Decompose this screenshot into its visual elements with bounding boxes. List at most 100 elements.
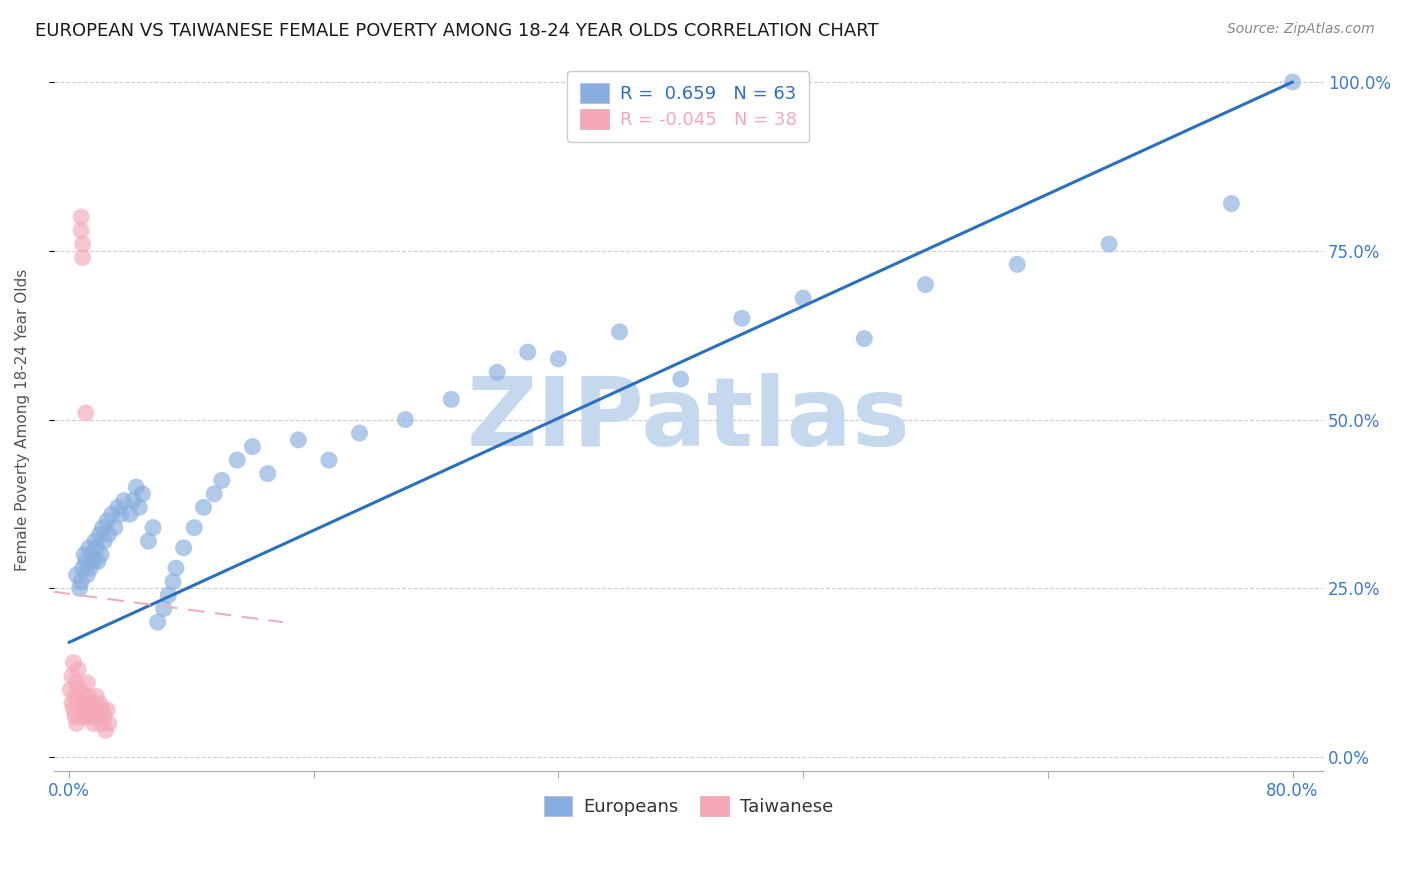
Point [226,453,249,467]
Point [89,527,111,541]
Point [69,582,91,596]
Point [394,412,416,426]
Point [60,669,83,683]
Point [77,690,100,704]
Point [146,615,169,629]
Point [256,467,278,481]
Point [125,480,148,494]
Point [79,561,101,575]
Point [112,493,135,508]
Point [165,561,187,575]
Point [90,716,112,731]
Point [87,709,110,723]
Point [287,433,309,447]
Point [349,426,371,441]
Point [75,406,97,420]
Point [93,534,115,549]
Point [79,709,101,723]
Point [96,703,118,717]
Point [63,709,86,723]
Point [93,709,115,723]
Point [80,696,103,710]
Point [1281,75,1303,89]
Point [173,541,195,555]
Point [516,345,538,359]
Point [62,703,84,717]
Point [67,696,90,710]
Point [59,682,82,697]
Point [72,237,94,252]
Point [76,696,98,710]
Point [853,332,876,346]
Point [609,325,631,339]
Y-axis label: Female Poverty Among 18-24 Year Olds: Female Poverty Among 18-24 Year Olds [15,268,30,571]
Point [72,561,94,575]
Point [73,548,96,562]
Point [70,223,93,237]
Point [73,703,96,717]
Point [486,365,509,379]
Point [100,507,122,521]
Point [75,554,97,568]
Point [1098,237,1121,252]
Point [73,690,96,704]
Point [1220,196,1243,211]
Point [65,716,87,731]
Point [91,521,114,535]
Point [107,500,129,515]
Point [97,527,120,541]
Point [82,554,104,568]
Point [63,690,86,704]
Point [122,493,145,508]
Point [110,507,132,521]
Point [89,696,111,710]
Point [69,709,91,723]
Point [318,453,340,467]
Text: EUROPEAN VS TAIWANESE FEMALE POVERTY AMONG 18-24 YEAR OLDS CORRELATION CHART: EUROPEAN VS TAIWANESE FEMALE POVERTY AMO… [35,22,879,40]
Point [65,568,87,582]
Point [67,662,90,676]
Point [1005,257,1028,271]
Point [162,574,184,589]
Point [77,541,100,555]
Point [62,656,84,670]
Text: Source: ZipAtlas.com: Source: ZipAtlas.com [1227,22,1375,37]
Point [104,521,127,535]
Point [70,210,93,224]
Point [792,291,814,305]
Point [152,601,174,615]
Point [131,487,153,501]
Point [731,311,754,326]
Point [84,703,107,717]
Point [440,392,463,407]
Point [193,500,215,515]
Point [94,723,117,738]
Point [75,709,97,723]
Point [69,682,91,697]
Legend: Europeans, Taiwanese: Europeans, Taiwanese [534,787,842,825]
Point [87,554,110,568]
Point [138,534,160,549]
Point [76,568,98,582]
Point [60,696,83,710]
Point [91,703,114,717]
Point [97,716,120,731]
Point [202,487,225,501]
Point [183,521,205,535]
Point [547,351,569,366]
Point [76,676,98,690]
Point [77,703,100,717]
Point [70,574,93,589]
Point [96,514,118,528]
Point [86,541,108,555]
Point [157,588,180,602]
Point [80,548,103,562]
Text: ZIPatlas: ZIPatlas [467,373,910,467]
Point [142,521,165,535]
Point [72,251,94,265]
Point [90,548,112,562]
Point [82,716,104,731]
Point [120,507,142,521]
Point [211,474,233,488]
Point [914,277,936,292]
